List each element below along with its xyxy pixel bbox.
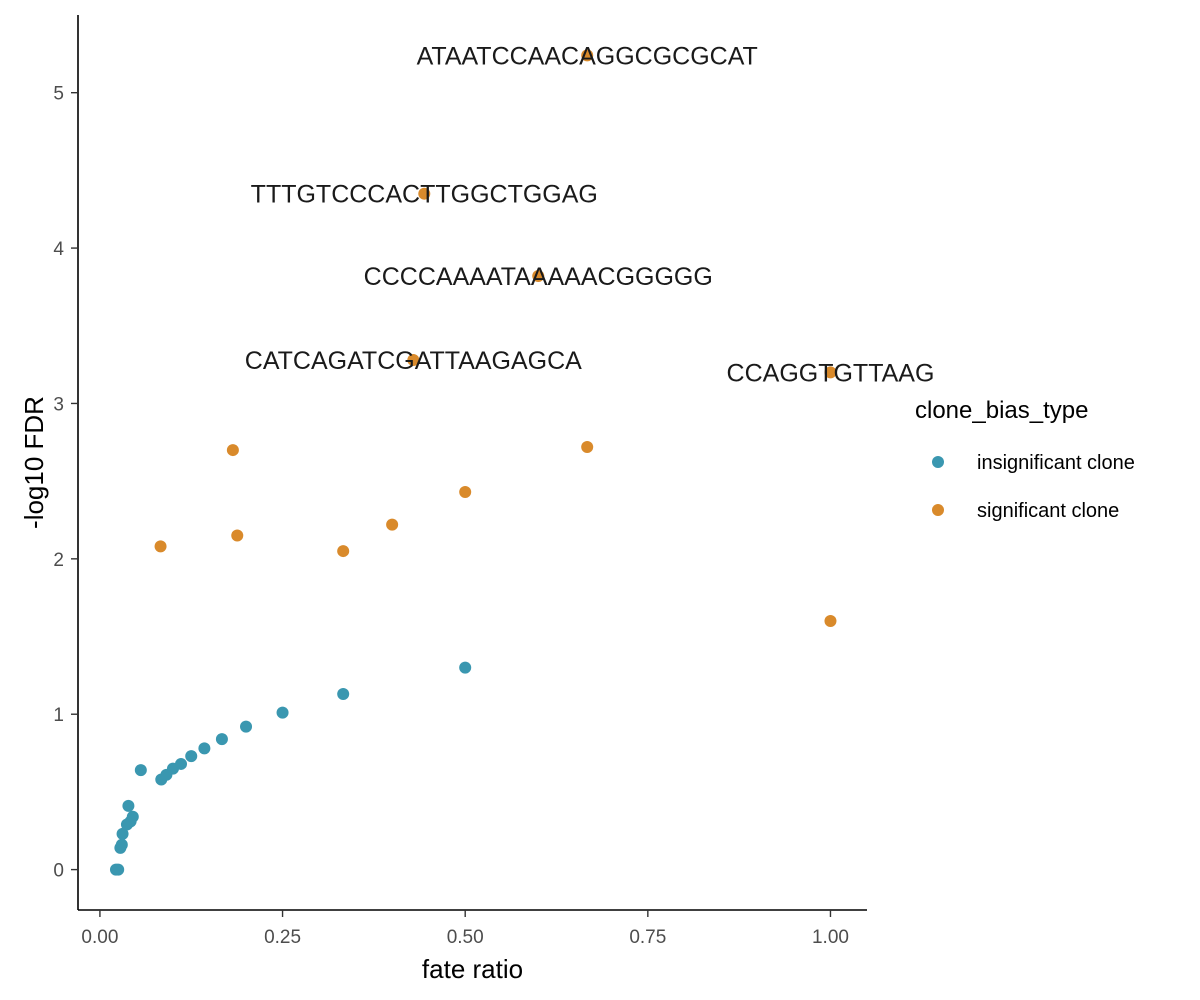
point-label: TTTGTCCCACTTGGCTGGAG bbox=[251, 181, 598, 209]
y-tick-label: 0 bbox=[53, 861, 64, 882]
data-point bbox=[581, 49, 594, 62]
point-label: CCAGGTGTTAAG bbox=[727, 359, 935, 387]
data-point bbox=[337, 688, 350, 701]
x-tick-label: 0.00 bbox=[81, 927, 118, 948]
y-tick-label: 5 bbox=[53, 84, 64, 105]
data-point bbox=[115, 838, 128, 851]
data-point bbox=[418, 187, 431, 200]
legend: clone_bias_type insignificant clone sign… bbox=[915, 397, 1135, 522]
data-point bbox=[126, 810, 139, 823]
y-tick-label: 2 bbox=[53, 550, 64, 571]
data-point bbox=[198, 742, 211, 755]
data-point bbox=[276, 706, 289, 719]
data-point bbox=[386, 518, 399, 531]
y-axis-title: -log10 FDR bbox=[19, 396, 49, 529]
data-point bbox=[116, 827, 129, 840]
data-point bbox=[231, 529, 244, 542]
y-tick-label: 3 bbox=[53, 394, 64, 415]
x-tick-label: 0.50 bbox=[447, 927, 484, 948]
legend-title: clone_bias_type bbox=[915, 397, 1088, 424]
x-axis-title: fate ratio bbox=[422, 954, 523, 984]
legend-key-significant-clone bbox=[932, 504, 944, 516]
axes: 0.00 0.25 0.50 0.75 1.00 0 1 2 3 4 5 bbox=[53, 15, 867, 948]
x-tick-label: 1.00 bbox=[812, 927, 849, 948]
point-label: CATCAGATCGATTAAGAGCA bbox=[245, 347, 582, 375]
x-tick-label: 0.25 bbox=[264, 927, 301, 948]
data-point bbox=[824, 614, 837, 627]
data-point bbox=[134, 764, 147, 777]
data-point bbox=[154, 540, 167, 553]
data-point bbox=[581, 440, 594, 453]
legend-label-significant-clone: significant clone bbox=[977, 500, 1119, 522]
point-label: ATAATCCAACAGGCGCGCAT bbox=[417, 42, 758, 70]
y-tick-label: 1 bbox=[53, 705, 64, 726]
data-point bbox=[185, 750, 198, 763]
data-point bbox=[175, 757, 188, 770]
data-point bbox=[215, 733, 228, 746]
data-point bbox=[532, 270, 545, 283]
plot-area: ATAATCCAACAGGCGCGCAT TTTGTCCCACTTGGCTGGAG… bbox=[109, 42, 935, 876]
data-point bbox=[226, 444, 239, 457]
data-point bbox=[122, 799, 135, 812]
data-point bbox=[112, 863, 125, 876]
data-point bbox=[459, 661, 472, 674]
y-tick-label: 4 bbox=[53, 239, 64, 260]
x-tick-label: 0.75 bbox=[629, 927, 666, 948]
legend-key-insignificant-clone bbox=[932, 456, 944, 468]
legend-label-insignificant-clone: insignificant clone bbox=[977, 452, 1135, 474]
data-point bbox=[407, 353, 420, 366]
data-point bbox=[824, 366, 837, 379]
point-label: CCCCAAAATAAAAACGGGGG bbox=[364, 263, 713, 291]
data-point bbox=[337, 545, 350, 558]
data-point bbox=[240, 720, 253, 733]
data-point bbox=[459, 486, 472, 499]
